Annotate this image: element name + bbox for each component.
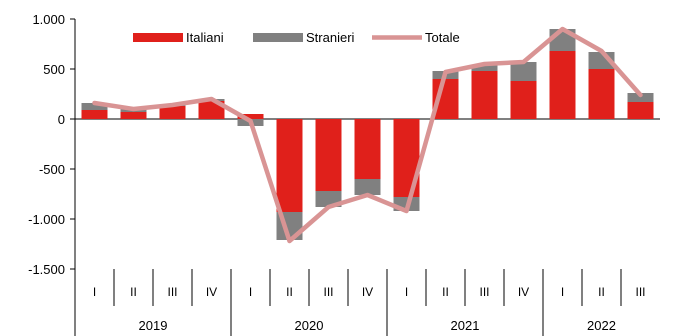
- y-tick-label: 1.000: [32, 12, 65, 27]
- quarter-label: III: [635, 285, 645, 299]
- legend-swatch-stranieri: [253, 33, 303, 42]
- quarter-label: IV: [518, 285, 529, 299]
- bars-layer: [81, 29, 654, 240]
- y-tick-label: -1.500: [28, 262, 65, 277]
- quarter-label: IV: [362, 285, 373, 299]
- bar-italiani: [81, 110, 108, 119]
- quarter-label: III: [323, 285, 333, 299]
- bar-stranieri: [354, 179, 381, 195]
- legend-label-totale: Totale: [425, 30, 460, 45]
- bar-italiani: [315, 119, 342, 191]
- bar-italiani: [627, 102, 654, 119]
- bar-italiani: [588, 69, 615, 119]
- year-label: 2021: [451, 318, 480, 333]
- bar-italiani: [237, 114, 264, 119]
- legend: Italiani Stranieri Totale: [133, 30, 460, 45]
- quarter-label: I: [249, 285, 252, 299]
- quarter-label: III: [167, 285, 177, 299]
- quarter-label: I: [561, 285, 564, 299]
- y-tick-label: 0: [58, 112, 65, 127]
- quarter-label: IV: [206, 285, 217, 299]
- year-label: 2022: [587, 318, 616, 333]
- bar-italiani: [159, 106, 186, 119]
- legend-label-stranieri: Stranieri: [306, 30, 355, 45]
- bar-stranieri: [627, 93, 654, 102]
- bar-stranieri: [471, 65, 498, 71]
- y-tick-label: 500: [43, 62, 65, 77]
- bar-stranieri: [81, 103, 108, 110]
- legend-swatch-italiani: [133, 33, 183, 42]
- quarter-label: I: [405, 285, 408, 299]
- quarter-label: II: [598, 285, 605, 299]
- quarter-label: III: [479, 285, 489, 299]
- quarter-label: I: [93, 285, 96, 299]
- bar-italiani: [276, 119, 303, 212]
- bar-italiani: [510, 81, 537, 119]
- line-layer: [92, 26, 643, 244]
- year-label: 2019: [139, 318, 168, 333]
- year-label: 2020: [295, 318, 324, 333]
- bar-italiani: [120, 112, 147, 119]
- quarter-label: II: [442, 285, 449, 299]
- quarter-label: II: [130, 285, 137, 299]
- bar-stranieri: [510, 62, 537, 81]
- quarter-label: II: [286, 285, 293, 299]
- bar-italiani: [198, 101, 225, 119]
- y-tick-label: -500: [39, 162, 65, 177]
- line-totale: [92, 26, 643, 244]
- legend-label-italiani: Italiani: [186, 30, 224, 45]
- bar-italiani: [549, 51, 576, 119]
- bar-italiani: [354, 119, 381, 179]
- y-tick-label: -1.000: [28, 212, 65, 227]
- bar-italiani: [471, 71, 498, 119]
